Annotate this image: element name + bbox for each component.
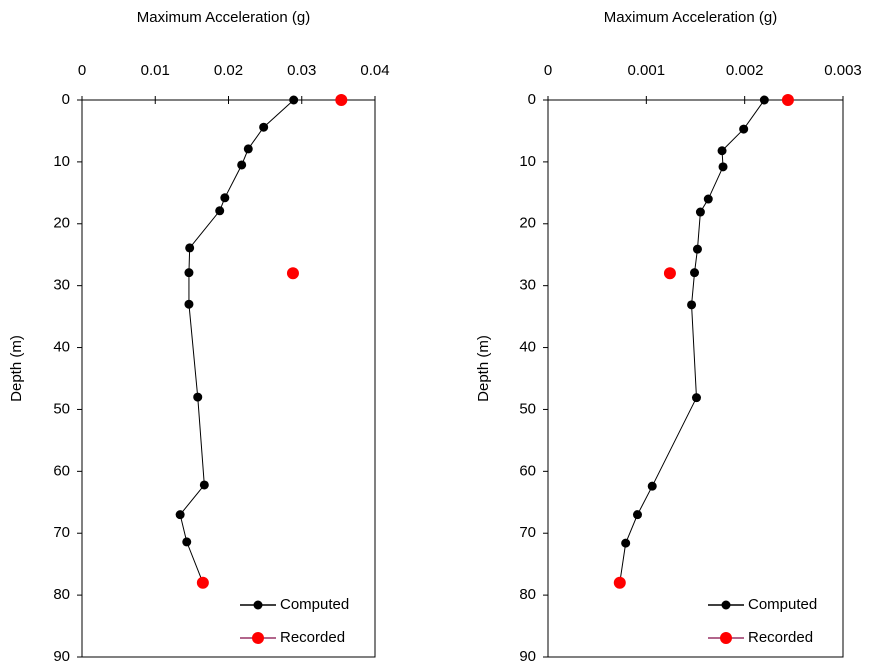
data-point — [182, 537, 192, 547]
y-tick-label: 70 — [53, 524, 70, 541]
legend-marker — [252, 632, 264, 644]
x-tick-label: 0.03 — [287, 62, 316, 79]
x-tick-label: 0.04 — [360, 62, 389, 79]
data-point — [196, 576, 209, 589]
data-point — [184, 268, 194, 278]
x-tick-label: 0.001 — [628, 62, 666, 79]
data-point — [220, 193, 230, 203]
y-tick-label: 60 — [519, 462, 536, 479]
x-tick-label: 0.002 — [726, 62, 764, 79]
y-tick-label: 80 — [519, 586, 536, 603]
chart-title: Maximum Acceleration (g) — [604, 9, 777, 26]
data-point — [286, 267, 299, 280]
data-point — [703, 194, 713, 204]
data-point — [289, 95, 299, 105]
data-point — [663, 267, 676, 280]
data-point — [690, 268, 700, 278]
data-point — [335, 94, 348, 106]
y-tick-label: 80 — [53, 586, 70, 603]
y-tick-label: 30 — [53, 277, 70, 294]
y-tick-label: 60 — [53, 462, 70, 479]
legend-marker — [720, 632, 732, 644]
legend-marker — [253, 600, 263, 610]
legend-marker — [721, 600, 731, 610]
data-point — [259, 122, 269, 132]
data-point — [739, 124, 749, 134]
data-point — [613, 576, 626, 589]
x-tick-label: 0 — [78, 62, 86, 79]
data-point — [184, 299, 194, 309]
data-point — [632, 510, 642, 520]
x-tick-label: 0.02 — [214, 62, 243, 79]
x-tick-label: 0 — [544, 62, 552, 79]
legend-label: Recorded — [748, 629, 813, 646]
data-point — [243, 144, 253, 154]
legend-entry: Computed — [240, 596, 349, 613]
series-line — [179, 99, 295, 583]
y-tick-label: 50 — [519, 400, 536, 417]
data-point — [215, 206, 225, 216]
data-point — [781, 94, 794, 106]
chart-title: Maximum Acceleration (g) — [137, 9, 310, 26]
data-point — [647, 481, 657, 491]
data-point — [237, 160, 247, 170]
plot-frame — [81, 99, 376, 658]
y-tick-label: 10 — [519, 153, 536, 170]
y-tick-label: 40 — [519, 339, 536, 356]
y-tick-label: 50 — [53, 400, 70, 417]
data-point — [193, 392, 203, 402]
series-line — [619, 99, 765, 583]
chart: Maximum Acceleration (g) Depth (m) 0 0.01 0.… — [8, 9, 390, 665]
y-tick-label: 20 — [53, 215, 70, 232]
y-tick-label: 20 — [519, 215, 536, 232]
legend-label: Computed — [748, 596, 817, 613]
y-tick-label: 70 — [519, 524, 536, 541]
data-point — [692, 244, 702, 254]
legend-entry: Recorded — [708, 629, 813, 646]
y-tick-label: 0 — [62, 91, 70, 108]
data-point — [759, 95, 769, 105]
legend-label: Computed — [280, 596, 349, 613]
data-point — [718, 162, 728, 172]
data-point — [687, 300, 697, 310]
y-tick-label: 90 — [519, 648, 536, 665]
y-tick-label: 90 — [53, 648, 70, 665]
legend-entry: Computed — [708, 596, 817, 613]
y-tick-label: 40 — [53, 339, 70, 356]
y-tick-label: 10 — [53, 153, 70, 170]
data-point — [199, 480, 209, 490]
y-axis-label: Depth (m) — [8, 335, 25, 402]
x-tick-label: 0.003 — [824, 62, 862, 79]
plot-frame — [547, 99, 844, 658]
data-point — [691, 393, 701, 403]
data-point — [621, 538, 631, 548]
y-tick-label: 0 — [528, 91, 536, 108]
data-point — [695, 207, 705, 217]
data-point — [185, 243, 195, 253]
data-point — [717, 146, 727, 156]
y-axis-label: Depth (m) — [475, 335, 492, 402]
legend-entry: Recorded — [240, 629, 345, 646]
y-tick-label: 30 — [519, 277, 536, 294]
data-point — [175, 510, 185, 520]
chart: Maximum Acceleration (g) Depth (m) 0 0.001 0… — [475, 9, 862, 665]
x-tick-label: 0.01 — [141, 62, 170, 79]
legend-label: Recorded — [280, 629, 345, 646]
